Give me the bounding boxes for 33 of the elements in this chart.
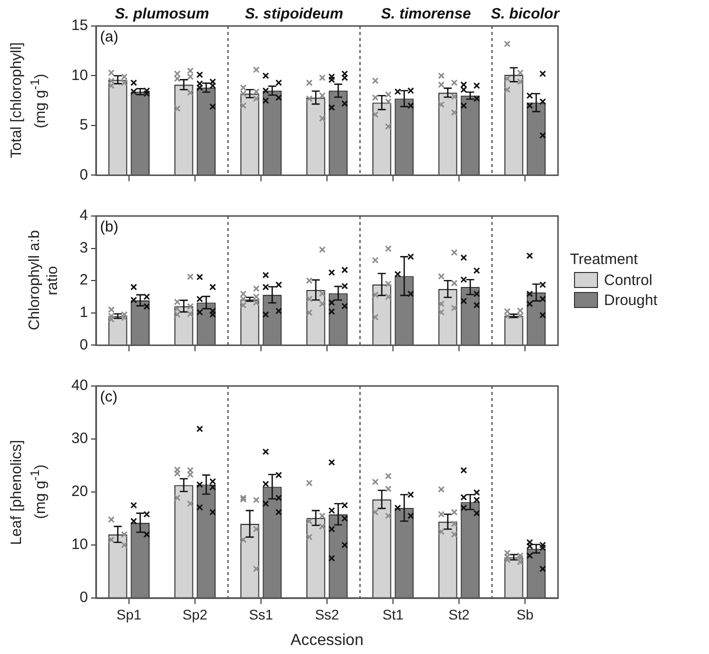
x-tick-label: Sp1 (116, 606, 142, 622)
y-tick-label: 0 (80, 336, 88, 354)
y-tick-label: 0 (80, 166, 88, 184)
y-tick-label: 30 (71, 430, 88, 448)
x-tick-label: Sp2 (182, 606, 208, 622)
y-tick-label: 10 (71, 536, 88, 554)
text: S. stipoideum (244, 6, 344, 23)
legend-label: Control (604, 272, 652, 289)
legend-title: Treatment (570, 251, 639, 268)
y-tick-label: 3 (80, 239, 88, 256)
text: S. bicolor (490, 6, 560, 23)
y-tick-label: 0 (80, 589, 88, 606)
x-tick-label: Ss1 (248, 606, 274, 622)
y-tick-label: 5 (80, 116, 88, 134)
y-tick-label: 4 (80, 207, 88, 224)
y-tick-label: 2 (80, 272, 88, 289)
y-tick-label: 15 (71, 17, 88, 34)
chart-title: (c) (100, 388, 118, 406)
legend-label: Drought (604, 292, 658, 309)
text: S. timorense (380, 6, 472, 23)
y-tick-label: 1 (80, 304, 88, 322)
y-tick-label: 10 (71, 66, 88, 84)
x-tick-label: Ss2 (314, 606, 340, 622)
y-tick-label: 40 (71, 377, 88, 394)
text: S. plumosum (114, 6, 210, 23)
x-tick-label: Sb (516, 606, 534, 622)
y-tick-label: 20 (71, 483, 88, 500)
chart-title: (a) (100, 28, 118, 46)
x-tick-label: St1 (382, 606, 404, 622)
chart-title: (b) (100, 218, 118, 236)
x-tick-label: St2 (448, 606, 470, 622)
y-axis-title: Chlorophyll a:b ratio (26, 230, 62, 333)
x-axis-title: Accession (290, 632, 364, 649)
